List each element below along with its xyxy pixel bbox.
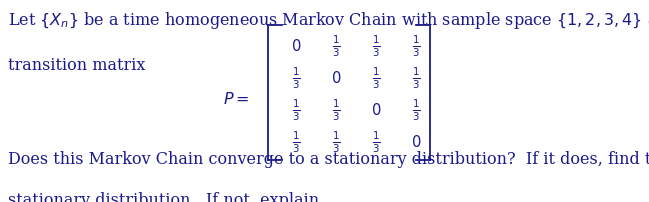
Text: transition matrix: transition matrix: [8, 57, 145, 74]
Text: $\frac{1}{3}$: $\frac{1}{3}$: [412, 97, 421, 123]
Text: $\frac{1}{3}$: $\frac{1}{3}$: [291, 65, 300, 91]
Text: $\frac{1}{3}$: $\frac{1}{3}$: [372, 129, 381, 155]
Text: stationary distribution.  If not, explain.: stationary distribution. If not, explain…: [8, 192, 324, 202]
Text: $\frac{1}{3}$: $\frac{1}{3}$: [412, 65, 421, 91]
Text: $\frac{1}{3}$: $\frac{1}{3}$: [372, 65, 381, 91]
Text: $\frac{1}{3}$: $\frac{1}{3}$: [332, 129, 341, 155]
Text: $0$: $0$: [371, 102, 382, 118]
Text: $0$: $0$: [291, 38, 301, 54]
Text: $0$: $0$: [331, 70, 341, 86]
Text: $\frac{1}{3}$: $\frac{1}{3}$: [332, 97, 341, 123]
Text: $\frac{1}{3}$: $\frac{1}{3}$: [332, 34, 341, 59]
Text: $P=$: $P=$: [223, 92, 250, 108]
Text: Let $\{X_n\}$ be a time homogeneous Markov Chain with sample space $\{1, 2, 3, 4: Let $\{X_n\}$ be a time homogeneous Mark…: [8, 10, 649, 31]
Text: $\frac{1}{3}$: $\frac{1}{3}$: [291, 97, 300, 123]
Text: $\frac{1}{3}$: $\frac{1}{3}$: [291, 129, 300, 155]
Text: $0$: $0$: [411, 134, 422, 150]
Text: $\frac{1}{3}$: $\frac{1}{3}$: [412, 34, 421, 59]
Text: $\frac{1}{3}$: $\frac{1}{3}$: [372, 34, 381, 59]
Text: Does this Markov Chain converge to a stationary distribution?  If it does, find : Does this Markov Chain converge to a sta…: [8, 152, 649, 168]
